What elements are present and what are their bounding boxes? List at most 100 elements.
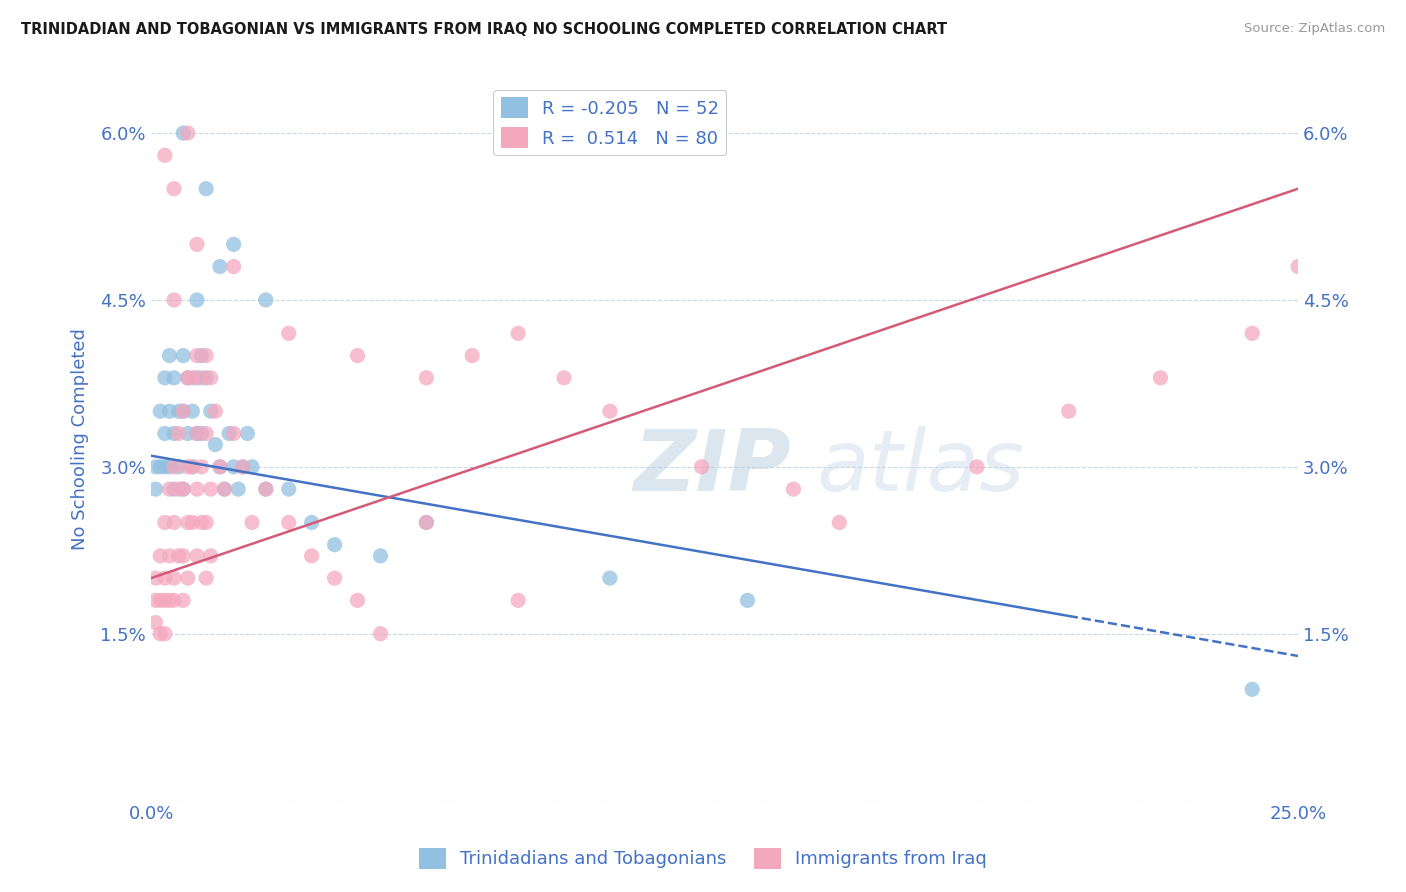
- Point: [181, 459, 204, 474]
- Point: [214, 482, 236, 496]
- Point: [186, 426, 208, 441]
- Point: [782, 482, 804, 496]
- Point: [177, 426, 200, 441]
- Point: [186, 293, 208, 307]
- Point: [690, 459, 713, 474]
- Point: [190, 459, 212, 474]
- Point: [163, 293, 186, 307]
- Point: [177, 371, 200, 385]
- Point: [181, 404, 204, 418]
- Point: [163, 459, 186, 474]
- Point: [277, 516, 299, 530]
- Point: [828, 516, 851, 530]
- Point: [177, 571, 200, 585]
- Point: [190, 371, 212, 385]
- Point: [301, 516, 323, 530]
- Point: [167, 404, 190, 418]
- Point: [177, 459, 200, 474]
- Point: [200, 371, 222, 385]
- Point: [163, 571, 186, 585]
- Point: [236, 426, 259, 441]
- Point: [508, 326, 530, 341]
- Point: [159, 349, 181, 363]
- Point: [167, 549, 190, 563]
- Point: [163, 182, 186, 196]
- Point: [461, 349, 484, 363]
- Point: [222, 237, 245, 252]
- Point: [370, 626, 392, 640]
- Point: [181, 516, 204, 530]
- Point: [204, 404, 226, 418]
- Point: [153, 459, 176, 474]
- Point: [172, 482, 194, 496]
- Point: [222, 459, 245, 474]
- Point: [190, 426, 212, 441]
- Point: [190, 516, 212, 530]
- Point: [737, 593, 759, 607]
- Point: [190, 349, 212, 363]
- Point: [172, 404, 194, 418]
- Point: [346, 593, 368, 607]
- Point: [200, 549, 222, 563]
- Point: [149, 549, 172, 563]
- Point: [172, 482, 194, 496]
- Point: [195, 349, 218, 363]
- Point: [159, 593, 181, 607]
- Point: [177, 516, 200, 530]
- Point: [599, 571, 621, 585]
- Point: [163, 516, 186, 530]
- Point: [415, 371, 437, 385]
- Point: [153, 426, 176, 441]
- Point: [153, 371, 176, 385]
- Point: [195, 426, 218, 441]
- Point: [145, 459, 167, 474]
- Point: [1241, 326, 1264, 341]
- Text: Source: ZipAtlas.com: Source: ZipAtlas.com: [1244, 22, 1385, 36]
- Point: [222, 426, 245, 441]
- Point: [145, 482, 167, 496]
- Point: [149, 404, 172, 418]
- Point: [277, 326, 299, 341]
- Point: [301, 549, 323, 563]
- Point: [240, 459, 263, 474]
- Point: [159, 549, 181, 563]
- Point: [159, 482, 181, 496]
- Point: [966, 459, 988, 474]
- Point: [163, 371, 186, 385]
- Point: [208, 459, 231, 474]
- Point: [208, 260, 231, 274]
- Point: [195, 371, 218, 385]
- Point: [323, 571, 346, 585]
- Point: [415, 516, 437, 530]
- Point: [167, 459, 190, 474]
- Point: [186, 349, 208, 363]
- Point: [195, 182, 218, 196]
- Point: [167, 482, 190, 496]
- Point: [149, 459, 172, 474]
- Point: [186, 549, 208, 563]
- Point: [167, 426, 190, 441]
- Point: [599, 404, 621, 418]
- Point: [172, 126, 194, 140]
- Point: [163, 593, 186, 607]
- Point: [145, 615, 167, 630]
- Point: [172, 349, 194, 363]
- Point: [218, 426, 240, 441]
- Point: [1286, 260, 1309, 274]
- Point: [181, 459, 204, 474]
- Text: atlas: atlas: [817, 426, 1025, 509]
- Point: [153, 593, 176, 607]
- Y-axis label: No Schooling Completed: No Schooling Completed: [72, 328, 89, 550]
- Point: [163, 482, 186, 496]
- Point: [181, 371, 204, 385]
- Point: [153, 571, 176, 585]
- Point: [149, 626, 172, 640]
- Point: [254, 293, 277, 307]
- Point: [186, 426, 208, 441]
- Point: [226, 482, 249, 496]
- Text: TRINIDADIAN AND TOBAGONIAN VS IMMIGRANTS FROM IRAQ NO SCHOOLING COMPLETED CORREL: TRINIDADIAN AND TOBAGONIAN VS IMMIGRANTS…: [21, 22, 948, 37]
- Point: [153, 148, 176, 162]
- Point: [186, 237, 208, 252]
- Point: [200, 482, 222, 496]
- Point: [254, 482, 277, 496]
